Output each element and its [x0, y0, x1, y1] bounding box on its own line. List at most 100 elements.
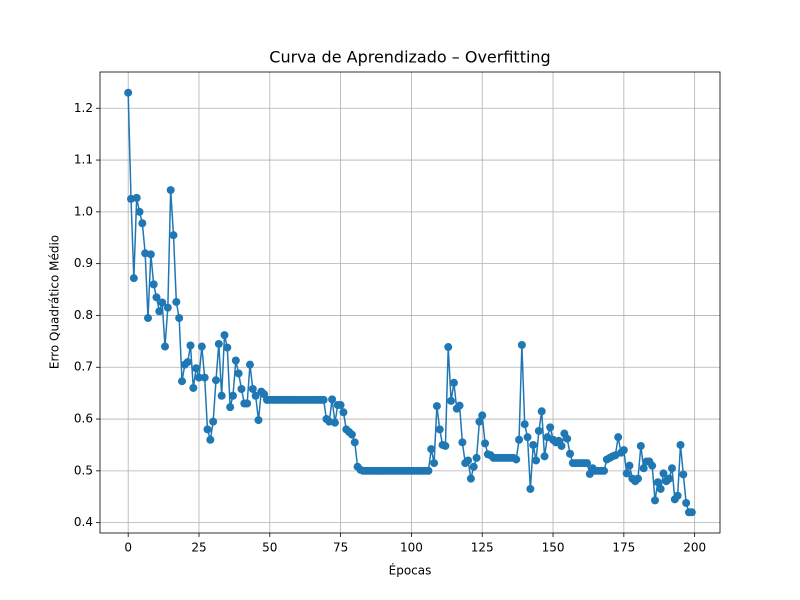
- data-point: [512, 455, 521, 464]
- data-point: [248, 385, 257, 394]
- data-point: [203, 425, 212, 434]
- data-point: [172, 297, 181, 306]
- data-point: [520, 420, 529, 429]
- data-point: [424, 466, 433, 475]
- y-tick-label: 1.2: [74, 101, 93, 115]
- data-point: [537, 407, 546, 416]
- data-point: [667, 464, 676, 473]
- data-point: [339, 408, 348, 417]
- x-tick-label: 200: [683, 541, 706, 555]
- x-tick-label: 100: [400, 541, 423, 555]
- data-point: [540, 452, 549, 461]
- x-axis-label: Épocas: [389, 563, 432, 578]
- data-point: [639, 464, 648, 473]
- data-point: [529, 440, 538, 449]
- data-point: [330, 418, 339, 427]
- data-point: [350, 438, 359, 447]
- y-tick-label: 1.0: [74, 204, 93, 218]
- data-point: [526, 484, 535, 493]
- data-point: [124, 88, 133, 97]
- data-point: [583, 459, 592, 468]
- data-point: [444, 343, 453, 352]
- y-tick-label: 0.4: [74, 515, 93, 529]
- data-point: [161, 342, 170, 351]
- x-tick-label: 25: [191, 541, 206, 555]
- data-point: [217, 391, 226, 400]
- data-point: [523, 433, 532, 442]
- data-point: [619, 446, 628, 455]
- data-point: [211, 376, 220, 385]
- data-point: [614, 433, 623, 442]
- data-point: [625, 461, 634, 470]
- data-point: [687, 508, 696, 517]
- data-point: [234, 369, 243, 378]
- data-point: [673, 491, 682, 500]
- x-tick-label: 0: [124, 541, 132, 555]
- data-point: [226, 403, 235, 412]
- data-point: [251, 391, 260, 400]
- data-point: [557, 441, 566, 450]
- data-point: [455, 401, 464, 410]
- data-point: [464, 456, 473, 465]
- data-point: [319, 395, 328, 404]
- data-point: [475, 417, 484, 426]
- data-point: [435, 425, 444, 434]
- data-point: [206, 435, 215, 444]
- data-point: [189, 383, 198, 392]
- data-point: [546, 423, 555, 432]
- data-point: [149, 280, 158, 289]
- data-point: [243, 399, 252, 408]
- chart-title: Curva de Aprendizado – Overfitting: [269, 48, 550, 67]
- x-tick-label: 175: [612, 541, 635, 555]
- y-tick-label: 0.8: [74, 308, 93, 322]
- data-point: [237, 385, 246, 394]
- data-point: [155, 307, 164, 316]
- data-point: [144, 314, 153, 323]
- y-tick-label: 0.6: [74, 412, 93, 426]
- data-point: [132, 193, 141, 202]
- data-point: [430, 459, 439, 468]
- data-point: [656, 484, 665, 493]
- x-tick-label: 75: [333, 541, 348, 555]
- data-point: [447, 396, 456, 405]
- data-point: [636, 441, 645, 450]
- data-point: [449, 378, 458, 387]
- data-point: [177, 377, 186, 386]
- data-point: [231, 356, 240, 365]
- x-tick-label: 125: [471, 541, 494, 555]
- data-point: [472, 453, 481, 462]
- data-point: [194, 373, 203, 382]
- data-point: [441, 441, 450, 450]
- y-axis-label: Erro Quadrático Médio: [48, 235, 62, 369]
- data-point: [432, 402, 441, 411]
- data-point: [166, 186, 175, 195]
- data-point: [135, 207, 144, 216]
- data-point: [254, 416, 263, 425]
- data-point: [129, 274, 138, 283]
- data-point: [534, 426, 543, 435]
- data-point: [478, 411, 487, 420]
- y-tick-label: 0.5: [74, 463, 93, 477]
- data-point: [146, 250, 155, 259]
- data-point: [517, 340, 526, 349]
- data-point: [566, 449, 575, 458]
- data-point: [223, 343, 232, 352]
- data-point: [183, 358, 192, 367]
- data-point: [169, 231, 178, 240]
- data-point: [228, 391, 237, 400]
- data-point: [197, 342, 206, 351]
- data-point: [515, 435, 524, 444]
- data-point: [163, 303, 172, 312]
- data-point: [481, 439, 490, 448]
- y-tick-label: 0.7: [74, 360, 93, 374]
- data-point: [158, 298, 167, 307]
- data-point: [214, 339, 223, 348]
- data-point: [209, 417, 218, 426]
- data-point: [679, 470, 688, 479]
- data-point: [659, 469, 668, 478]
- data-point: [336, 401, 345, 410]
- plot-frame: [99, 71, 721, 534]
